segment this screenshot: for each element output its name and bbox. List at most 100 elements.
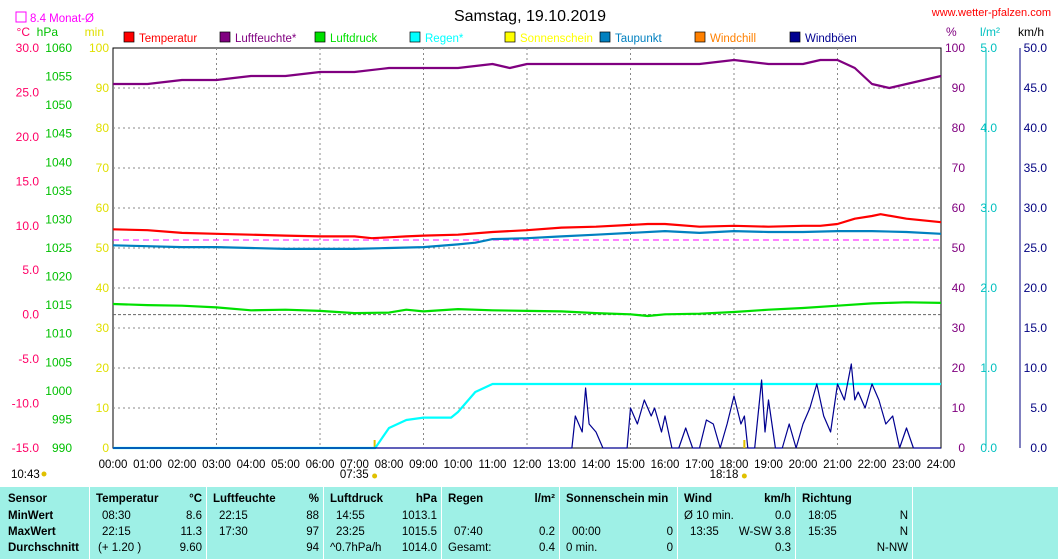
humidity-tick-label: 80 — [952, 121, 966, 135]
current-time-dot — [41, 471, 47, 477]
humidity-header: Luftfeuchte — [213, 493, 276, 505]
wind-avg10-label: Ø 10 min. — [684, 510, 734, 522]
monthly-avg-label: 8.4 Monat-Ø — [30, 13, 94, 25]
humidity-unit: % — [308, 493, 319, 505]
temp-max-val: 11.3 — [180, 526, 202, 538]
legend-label: Taupunkt — [615, 33, 662, 45]
stats-col-pressure: Luftdruck hPa 14:55 1013.1 23:25 1015.5 ^0.… — [323, 487, 441, 559]
time-tick-label: 20:00 — [789, 459, 818, 471]
wind-tick-label: 0.0 — [1030, 441, 1047, 455]
direction-avg-val: N-NW — [876, 542, 908, 554]
sun-tick-label: 80 — [96, 121, 110, 135]
sun-tick-label: 60 — [96, 201, 110, 215]
temp-unit-label: °C — [17, 25, 31, 39]
temp-tick-label: 10.0 — [16, 219, 40, 233]
series-luftfeuchte — [113, 58, 942, 90]
time-tick-label: 15:00 — [616, 459, 645, 471]
sunset-dot — [741, 473, 747, 479]
legend-swatch — [599, 31, 611, 43]
wind-tick-label: 5.0 — [1030, 401, 1047, 415]
temp-min-val: 8.6 — [186, 510, 202, 522]
wind-unit: km/h — [764, 493, 791, 505]
sunrise-dot — [372, 473, 378, 479]
humidity-tick-label: 60 — [952, 201, 966, 215]
legend-swatch — [789, 31, 801, 43]
temp-avg-note: (+ 1.20 ) — [98, 542, 142, 554]
wind-tick-label: 35.0 — [1024, 161, 1048, 175]
temp-tick-label: 0.0 — [22, 308, 39, 322]
wind-max-val: W-SW 3.8 — [738, 526, 791, 538]
temp-tick-label: -15.0 — [12, 441, 40, 455]
rain-tick-label: 4.0 — [980, 121, 997, 135]
pressure-unit-label: hPa — [37, 25, 59, 39]
pressure-tick-label: 1000 — [45, 384, 72, 398]
humidity-tick-label: 10 — [952, 401, 966, 415]
sunrise-label: 07:35 — [340, 469, 369, 481]
time-tick-label: 09:00 — [409, 459, 438, 471]
sun-tick-label: 100 — [89, 41, 109, 55]
time-tick-label: 02:00 — [168, 459, 197, 471]
monthly-avg-swatch — [15, 11, 27, 23]
sun-total-label: 0 min. — [566, 542, 598, 554]
direction-max-time: 15:35 — [808, 526, 837, 538]
direction-max-val: N — [899, 526, 908, 538]
time-tick-label: 05:00 — [271, 459, 300, 471]
rain-header: Regen — [448, 493, 484, 505]
pressure-tick-label: 1030 — [45, 212, 72, 226]
time-tick-label: 19:00 — [754, 459, 783, 471]
pressure-tick-label: 1050 — [45, 98, 72, 112]
sun-tick-label: 10 — [96, 401, 110, 415]
weather-chart: 30.0 25.0 20.0 15.0 10.0 5.0 0.0 -5.0 -10.0 -15.0… — [11, 7, 1051, 481]
sun-tick-label: 20 — [96, 361, 110, 375]
temp-tick-label: 15.0 — [16, 174, 40, 188]
sensor-header: Sensor — [8, 493, 47, 505]
sun-tick-label: 70 — [96, 161, 110, 175]
legend-swatch — [314, 31, 326, 43]
time-tick-label: 21:00 — [823, 459, 852, 471]
series-luftdruck — [112, 301, 942, 318]
current-time-label: 10:43 — [11, 469, 40, 481]
rain-max-time: 07:40 — [454, 526, 483, 538]
sensor-avg-label: Durchschnitt — [8, 542, 79, 554]
wind-tick-label: 50.0 — [1024, 41, 1048, 55]
pressure-tick-label: 1035 — [45, 184, 72, 198]
temp-tick-label: 5.0 — [22, 263, 39, 277]
humidity-tick-label: 20 — [952, 361, 966, 375]
chart-header: 10:43 Samstag, 19.10.2019 www.wetter-pfalz… — [11, 7, 1051, 481]
series-taupunkt — [112, 230, 942, 250]
pressure-tick-label: 1045 — [45, 127, 72, 141]
humidity-max-val: 97 — [306, 526, 319, 538]
sun-tick-label: 30 — [96, 321, 110, 335]
temp-tick-label: 20.0 — [16, 130, 40, 144]
time-tick-label: 06:00 — [306, 459, 335, 471]
temp-min-time: 08:30 — [102, 510, 131, 522]
temp-max-time: 22:15 — [102, 526, 131, 538]
rain-tick-label: 1.0 — [980, 361, 997, 375]
sunset-label: 18:18 — [710, 469, 739, 481]
sun-header: Sonnenschein min — [566, 493, 669, 505]
legend-label: Temperatur — [139, 33, 197, 45]
pressure-tick-label: 1040 — [45, 155, 72, 169]
humidity-unit-label: % — [946, 25, 957, 39]
humidity-min-time: 22:15 — [219, 510, 248, 522]
humidity-tick-label: 100 — [945, 41, 965, 55]
legend-label: Regen* — [425, 33, 464, 45]
humidity-max-time: 17:30 — [219, 526, 248, 538]
rain-tick-label: 3.0 — [980, 201, 997, 215]
stats-col-humidity: Luftfeuchte% 22:15 88 17:30 97 94 — [206, 487, 323, 559]
stats-col-sensor: Sensor MinWert MaxWert Durchschnitt — [0, 487, 88, 559]
time-tick-label: 12:00 — [513, 459, 542, 471]
time-tick-label: 24:00 — [927, 459, 956, 471]
rain-unit: l/m² — [534, 493, 555, 505]
temp-tick-label: 30.0 — [16, 41, 40, 55]
sun-tick-label: 90 — [96, 81, 110, 95]
legend-label: Windchill — [710, 33, 756, 45]
chart-axes: 30.0 25.0 20.0 15.0 10.0 5.0 0.0 -5.0 -10.0 -15.0… — [12, 25, 1048, 481]
sun-total-val: 0 — [666, 542, 673, 554]
pressure-avg-val: 1014.0 — [401, 542, 437, 554]
time-tick-label: 10:00 — [444, 459, 473, 471]
time-tick-label: 23:00 — [892, 459, 921, 471]
wind-tick-label: 30.0 — [1024, 201, 1048, 215]
time-tick-label: 11:00 — [479, 459, 507, 471]
sensor-min-label: MinWert — [8, 510, 54, 522]
